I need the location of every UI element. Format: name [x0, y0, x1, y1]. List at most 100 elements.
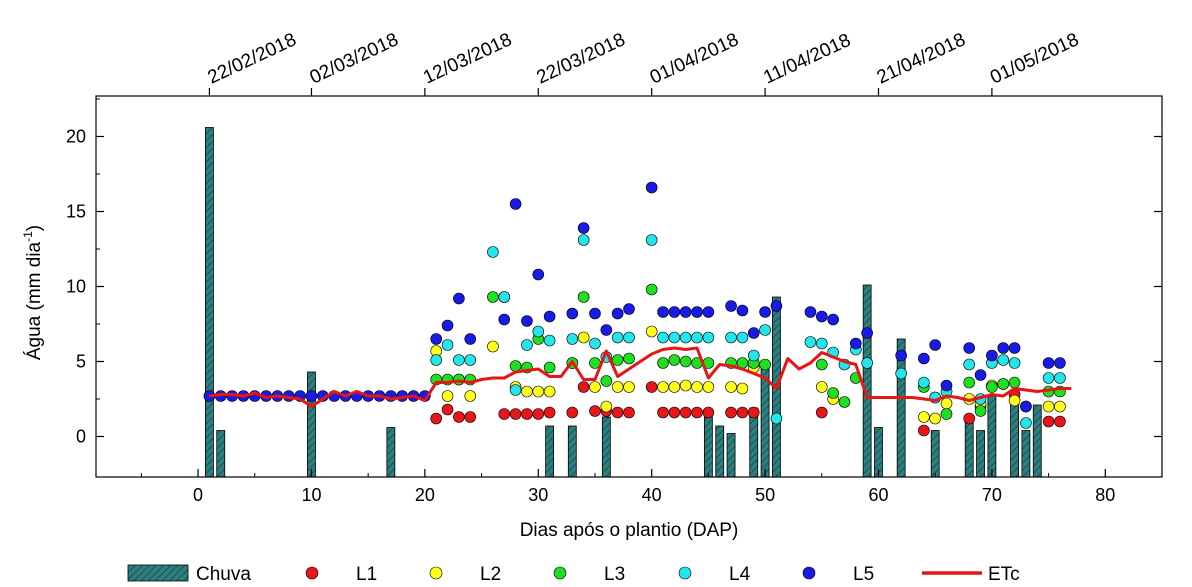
x-tick-label: 10: [301, 485, 321, 505]
rain-bar: [216, 430, 226, 478]
rain-bar: [930, 430, 940, 478]
point-l5: [815, 310, 828, 323]
point-l1: [577, 381, 590, 393]
point-l1: [623, 406, 635, 419]
point-l1: [668, 406, 681, 419]
point-l5: [577, 222, 590, 234]
rain-bar: [703, 416, 713, 478]
point-l5: [589, 307, 601, 320]
point-l4: [611, 331, 624, 344]
point-base: [305, 390, 318, 402]
point-l2: [623, 381, 635, 393]
point-l4: [668, 331, 681, 344]
point-l2: [918, 411, 930, 423]
point-l1: [918, 424, 930, 437]
point-l3: [974, 405, 987, 417]
y-tick-label: 0: [76, 427, 86, 447]
point-l1: [509, 408, 522, 420]
rain-bar: [987, 395, 997, 478]
point-l3: [657, 357, 669, 369]
point-l5: [736, 304, 749, 317]
point-l5: [974, 369, 987, 381]
point-l1: [702, 406, 715, 419]
legend-l3-marker: [553, 566, 567, 580]
legend-l5-label: L5: [853, 564, 874, 585]
point-l5: [1054, 357, 1066, 369]
etc-line: [209, 346, 1072, 408]
point-l4: [702, 331, 715, 344]
legend-l4-marker: [678, 566, 692, 580]
point-l5: [611, 307, 624, 320]
point-l2: [929, 412, 941, 425]
point-l2: [589, 381, 601, 393]
point-l5: [464, 333, 477, 345]
x-tick-label: 60: [868, 485, 888, 505]
rain-bar: [545, 425, 555, 478]
point-l5: [691, 306, 703, 318]
point-l1: [963, 412, 976, 425]
point-l5: [895, 349, 907, 362]
point-l5: [827, 313, 839, 326]
point-l3: [940, 408, 953, 420]
point-l2: [691, 381, 703, 393]
rain-bar: [1021, 430, 1031, 478]
top-date-label: 01/05/2018: [987, 29, 1082, 88]
point-l1: [1042, 415, 1055, 428]
x-tick-label: 40: [642, 485, 662, 505]
rain-bar: [601, 416, 611, 478]
point-l1: [611, 406, 624, 419]
x-tick-label: 50: [755, 485, 775, 505]
rain-bar: [1032, 404, 1042, 478]
point-l1: [679, 406, 692, 419]
point-l3: [838, 396, 851, 408]
point-l3: [577, 291, 590, 303]
point-l1: [657, 406, 669, 419]
legend-l4-label: L4: [729, 564, 751, 585]
rain-bar: [205, 127, 214, 478]
point-l4: [736, 331, 749, 344]
point-l1: [532, 408, 545, 420]
point-l2: [702, 381, 715, 393]
point-l1: [589, 405, 601, 417]
top-date-label: 11/04/2018: [760, 30, 854, 89]
rain-bar: [749, 407, 759, 478]
point-l5: [997, 342, 1010, 354]
point-l4: [804, 336, 817, 348]
legend-l1-label: L1: [356, 564, 377, 585]
point-l5: [600, 324, 613, 336]
point-l4: [1020, 417, 1032, 429]
point-l4: [645, 234, 658, 246]
point-l2: [725, 381, 737, 393]
y-axis-label: Água (mm dia-1): [21, 225, 45, 360]
top-date-label: 22/02/2018: [205, 29, 300, 88]
point-l2: [815, 381, 828, 393]
x-axis-label: Dias após o plantio (DAP): [520, 520, 739, 541]
point-l2: [657, 381, 669, 393]
plot-frame: [95, 95, 1163, 478]
top-date-label: 12/03/2018: [420, 29, 515, 88]
point-l5: [850, 337, 862, 350]
point-l1: [498, 408, 511, 420]
point-l1: [815, 406, 828, 419]
point-l2: [487, 340, 499, 353]
point-l4: [679, 331, 692, 344]
point-l3: [759, 358, 771, 371]
point-l4: [464, 354, 477, 366]
rain-bar: [862, 284, 872, 478]
point-l5: [747, 327, 760, 339]
top-date-label: 22/03/2018: [534, 29, 629, 88]
point-l5: [566, 307, 579, 320]
point-l2: [611, 381, 624, 393]
y-axis-label-text: Água (mm dia: [24, 241, 45, 360]
axes: 0 10 20 30 40 50 60 70 80 0 5 10 15 20 22/02/2018 02/03…: [66, 29, 1163, 505]
point-l5: [1042, 357, 1055, 369]
point-l1: [453, 411, 465, 423]
point-l1: [691, 406, 703, 419]
point-l5: [986, 349, 998, 362]
point-l4: [725, 331, 737, 344]
point-l3: [668, 354, 681, 366]
point-l5: [441, 319, 454, 332]
x-tick-label: 20: [415, 485, 435, 505]
point-l2: [543, 385, 556, 398]
